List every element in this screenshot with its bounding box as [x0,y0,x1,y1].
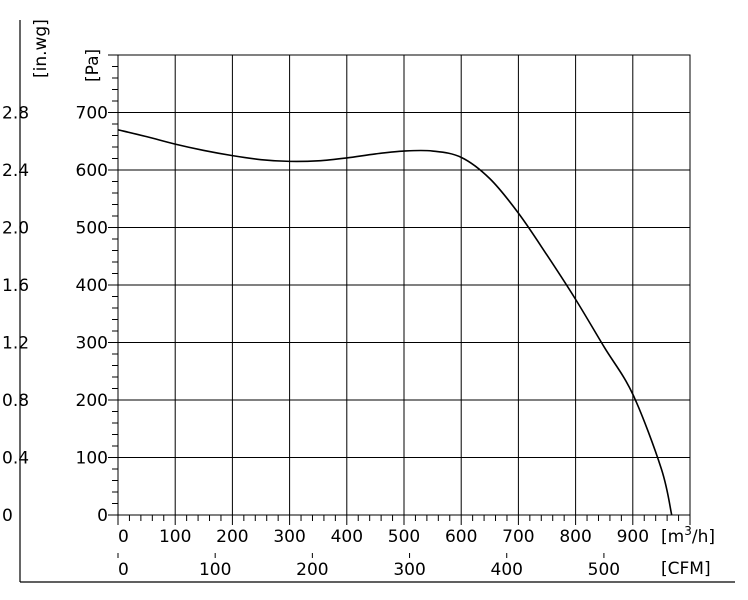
x-axis-tick-label-m3h: 300 [273,527,305,547]
axis-frame [19,20,735,583]
y-axis-tick-label-inwg: 2.4 [2,161,29,181]
x-axis-tick-label-cfm: 0 [118,560,129,580]
grid [118,55,690,515]
y-axis-tick-label-pa: 700 [76,104,108,124]
y-axis-tick-label-inwg: 2.0 [2,219,29,239]
y-axis-tick-label-pa: 200 [76,391,108,411]
x-axis-unit-m3h: [m3/h] [661,524,715,547]
y-axis-tick-label-pa: 500 [76,219,108,239]
x-axis-tick-label-cfm: 100 [199,560,231,580]
x-axis-tick-label-m3h: 800 [559,527,591,547]
x-axis-tick-label-cfm: 300 [393,560,425,580]
x-axis-tick-labels: 0 100 200 300 400 500 600 700 800 900 0 100 200 300 40… [118,527,649,580]
x-axis-tick-label-cfm: 500 [588,560,620,580]
x-axis-unit-superscript: 3 [684,524,692,538]
x-axis-tick-label-cfm: 200 [296,560,328,580]
y-axis-tick-label-inwg: 0 [2,506,13,526]
y-axis-tick-label-inwg: 2.8 [2,104,29,124]
y-axis-tick-labels: 0 100 200 300 400 500 600 700 0 0.4 0.8 1.2 1.6 2.0 2.… [2,104,108,527]
y-axis-tick-label-inwg: 0.8 [2,391,29,411]
y-axis-unit-inwg: [in.wg] [31,19,51,78]
x-axis-tick-label-m3h: 100 [159,527,191,547]
x-axis-unit-cfm: [CFM] [661,559,711,579]
y-axis-tick-label-inwg: 1.6 [2,276,29,296]
series-line [117,128,673,516]
x-axis-tick-label-m3h: 900 [617,527,649,547]
y-axis-tick-label-pa: 100 [76,449,108,469]
y-axis-tick-label-inwg: 1.2 [2,334,29,354]
y-axis-unit-pa: [Pa] [83,49,103,82]
x-axis-tick-label-m3h: 600 [445,527,477,547]
y-axis-tick-label-pa: 600 [76,161,108,181]
x-axis-tick-label-cfm: 400 [491,560,523,580]
x-axis-tick-label-m3h: 700 [502,527,534,547]
plot-area-border [117,54,691,516]
y-axis-tick-label-pa: 0 [97,506,108,526]
x-axis-tick-label-m3h: 500 [388,527,420,547]
y-axis-tick-label-pa: 400 [76,276,108,296]
x-axis-tick-label-m3h: 0 [118,527,129,547]
y-axis-tick-label-inwg: 0.4 [2,449,29,469]
x-axis-tick-label-m3h: 400 [331,527,363,547]
y-axis-tick-label-pa: 300 [76,334,108,354]
series-layer [117,128,673,516]
x-axis-tick-label-m3h: 200 [216,527,248,547]
minor-ticks [108,54,691,558]
